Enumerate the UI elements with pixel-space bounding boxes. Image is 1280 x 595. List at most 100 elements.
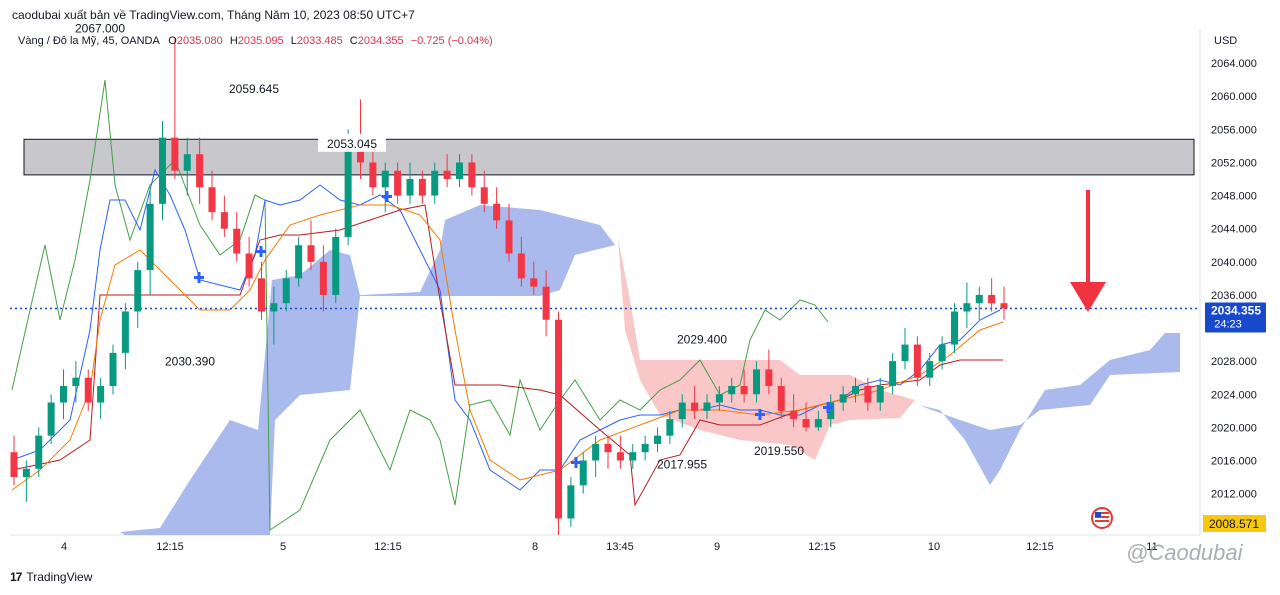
currency-label[interactable]: USD bbox=[1214, 35, 1238, 47]
ohlc-close: C2034.355 bbox=[349, 35, 404, 47]
candle-body[interactable] bbox=[555, 319, 562, 519]
candle-body[interactable] bbox=[394, 170, 402, 196]
last-price-tag[interactable]: 2034.355 24:23 bbox=[1205, 302, 1266, 333]
candle-body[interactable] bbox=[963, 303, 971, 312]
candle-body[interactable] bbox=[765, 369, 773, 386]
candle-body[interactable] bbox=[233, 228, 241, 254]
candle-body[interactable] bbox=[270, 303, 278, 312]
candle-body[interactable] bbox=[319, 261, 327, 295]
candle-body[interactable] bbox=[146, 203, 154, 271]
symbol-name[interactable]: Vàng / Đô la Mỹ, 45, OANDA bbox=[18, 35, 160, 47]
candle-body[interactable] bbox=[790, 410, 798, 420]
candle-body[interactable] bbox=[72, 377, 80, 386]
price-annotation: 2059.645 bbox=[229, 82, 279, 96]
candle-body[interactable] bbox=[864, 385, 872, 403]
candle-body[interactable] bbox=[802, 419, 810, 428]
candle-body[interactable] bbox=[715, 394, 723, 403]
candle-body[interactable] bbox=[60, 385, 67, 403]
candle-body[interactable] bbox=[208, 187, 216, 213]
candle-body[interactable] bbox=[592, 443, 600, 461]
candle-body[interactable] bbox=[938, 344, 946, 362]
candle-body[interactable] bbox=[456, 162, 463, 180]
candle-body[interactable] bbox=[35, 435, 43, 469]
time-axis[interactable]: 4 12:15 5 12:15 8 13:45 9 12:15 10 12:15 11 bbox=[61, 541, 1158, 553]
candle-body[interactable] bbox=[777, 385, 785, 411]
candle-body[interactable] bbox=[517, 253, 525, 279]
candle-body[interactable] bbox=[975, 294, 983, 304]
candle-body[interactable] bbox=[827, 402, 835, 420]
candle-body[interactable] bbox=[691, 402, 699, 411]
candle-body[interactable] bbox=[196, 154, 204, 188]
time-tick-label: 12:15 bbox=[156, 541, 184, 553]
candle-body[interactable] bbox=[159, 137, 166, 204]
candle-body[interactable] bbox=[22, 468, 30, 478]
candle-body[interactable] bbox=[369, 162, 377, 188]
us-flag-event-icon[interactable] bbox=[1091, 507, 1113, 529]
candle-body[interactable] bbox=[666, 419, 674, 436]
candle-body[interactable] bbox=[852, 385, 859, 395]
candle-body[interactable] bbox=[740, 385, 748, 395]
candle-body[interactable] bbox=[307, 245, 315, 262]
price-tick-label: 2056.000 bbox=[1211, 124, 1257, 136]
candle-body[interactable] bbox=[728, 385, 736, 395]
candle-body[interactable] bbox=[901, 344, 909, 362]
candle-body[interactable] bbox=[913, 344, 921, 378]
candle-body[interactable] bbox=[295, 245, 303, 279]
candle-body[interactable] bbox=[493, 203, 501, 221]
candle-body[interactable] bbox=[332, 236, 340, 295]
candle-body[interactable] bbox=[703, 402, 711, 411]
candle-body[interactable] bbox=[245, 253, 253, 279]
candle-body[interactable] bbox=[839, 394, 847, 403]
candle-body[interactable] bbox=[109, 352, 117, 386]
candle-body[interactable] bbox=[84, 377, 92, 403]
candle-body[interactable] bbox=[678, 402, 686, 420]
candle-body[interactable] bbox=[443, 170, 451, 180]
time-tick-label: 4 bbox=[61, 541, 67, 553]
price-tick-label: 2044.000 bbox=[1211, 224, 1257, 236]
resistance-zone[interactable] bbox=[23, 138, 1195, 176]
candle-body[interactable] bbox=[876, 385, 884, 403]
price-tick-label: 2024.000 bbox=[1211, 389, 1257, 401]
candle-body[interactable] bbox=[344, 137, 352, 237]
candle-body[interactable] bbox=[542, 286, 550, 320]
candle-body[interactable] bbox=[97, 385, 105, 403]
symbol-info-bar[interactable]: Vàng / Đô la Mỹ, 45, OANDA O2035.080 H20… bbox=[18, 35, 497, 47]
candle-body[interactable] bbox=[431, 170, 439, 196]
candle-body[interactable] bbox=[530, 278, 538, 287]
candle-body[interactable] bbox=[468, 162, 476, 188]
candle-body[interactable] bbox=[381, 170, 389, 188]
candle-body[interactable] bbox=[1000, 303, 1008, 309]
candle-body[interactable] bbox=[406, 179, 414, 196]
candle-body[interactable] bbox=[418, 179, 426, 196]
candle-body[interactable] bbox=[171, 137, 179, 171]
candle-body[interactable] bbox=[629, 452, 637, 461]
candle-body[interactable] bbox=[604, 443, 612, 453]
price-annotation: 2029.400 bbox=[677, 333, 727, 347]
candle-body[interactable] bbox=[641, 443, 649, 453]
candle-body[interactable] bbox=[282, 278, 290, 304]
candle-body[interactable] bbox=[951, 311, 958, 345]
candle-body[interactable] bbox=[10, 452, 18, 478]
candle-body[interactable] bbox=[258, 278, 265, 312]
candle-body[interactable] bbox=[926, 361, 934, 378]
candle-body[interactable] bbox=[814, 419, 822, 428]
candle-body[interactable] bbox=[183, 154, 191, 171]
time-tick-label: 13:45 bbox=[606, 541, 634, 553]
candle-body[interactable] bbox=[616, 452, 624, 461]
candle-body[interactable] bbox=[988, 294, 996, 304]
candle-body[interactable] bbox=[220, 212, 228, 229]
candle-body[interactable] bbox=[47, 402, 55, 436]
candle-body[interactable] bbox=[567, 485, 575, 519]
candle-body[interactable] bbox=[134, 270, 142, 312]
candle-body[interactable] bbox=[654, 435, 661, 444]
candle-body[interactable] bbox=[505, 220, 513, 254]
kumo-bull-cloud-future bbox=[918, 333, 1180, 485]
candle-body[interactable] bbox=[889, 361, 897, 386]
candle-body[interactable] bbox=[480, 187, 488, 204]
candle-body[interactable] bbox=[579, 460, 587, 486]
candle-body[interactable] bbox=[121, 311, 129, 353]
candle-body[interactable] bbox=[753, 369, 760, 395]
tradingview-footer[interactable]: 17 TradingView bbox=[10, 570, 92, 584]
price-axis[interactable]: 2064.000 2060.000 2056.000 2052.000 2048.000… bbox=[1211, 58, 1257, 500]
